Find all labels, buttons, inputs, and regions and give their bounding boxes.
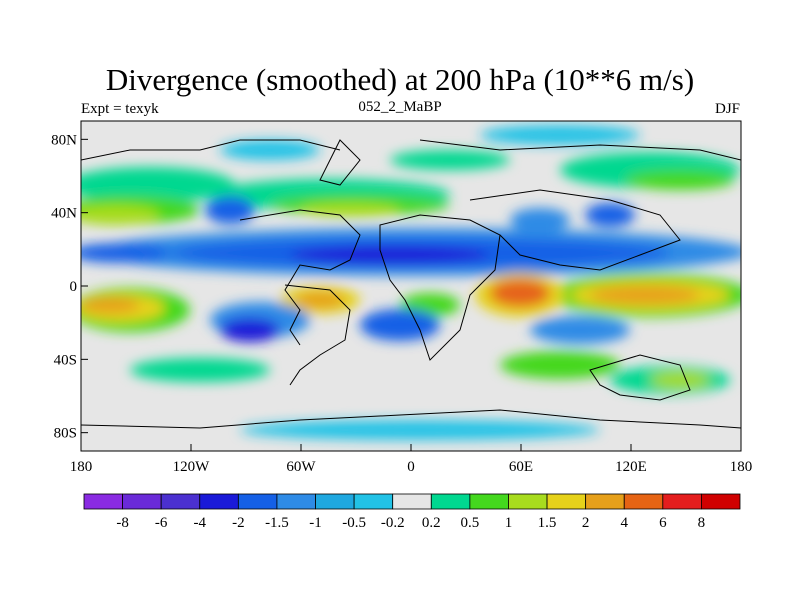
colorbar-label: -8 — [116, 515, 129, 531]
map-field — [81, 121, 741, 451]
y-tick-label: 80S — [54, 426, 77, 442]
colorbar-label: -0.5 — [342, 515, 366, 531]
colorbar-label: -6 — [155, 515, 168, 531]
colorbar-label: 1 — [505, 515, 513, 531]
colorbar-label: 8 — [698, 515, 706, 531]
y-tick-label: 0 — [70, 279, 78, 295]
colorbar-swatch — [276, 493, 316, 510]
colorbar-label: 0.5 — [461, 515, 480, 531]
x-tick-label: 60W — [286, 459, 316, 475]
colorbar-label: -4 — [194, 515, 207, 531]
colorbar-swatch — [662, 493, 702, 510]
colorbar-swatch — [508, 493, 548, 510]
colorbar-label: -2 — [232, 515, 245, 531]
x-tick-label: 120E — [615, 459, 647, 475]
colorbar-label: 2 — [582, 515, 590, 531]
x-tick-label: 60E — [509, 459, 533, 475]
colorbar-label: 6 — [659, 515, 667, 531]
x-axis: 180 120W 60W 0 60E 120E 180 — [70, 444, 753, 475]
colorbar-swatch — [83, 493, 123, 510]
colorbar-swatch — [160, 493, 201, 510]
y-tick-label: 40S — [54, 352, 77, 368]
x-tick-label: 120W — [173, 459, 211, 475]
experiment-label: Expt = texyk — [81, 101, 159, 117]
x-tick-label: 180 — [730, 459, 753, 475]
y-tick-label: 40N — [51, 206, 77, 222]
chart-title: Divergence (smoothed) at 200 hPa (10**6 … — [105, 62, 695, 97]
y-axis: 80N 40N 0 40S 80S — [51, 132, 88, 442]
colorbar-swatch — [585, 493, 625, 510]
colorbar-swatch — [623, 493, 664, 510]
colorbar-label: -0.2 — [381, 515, 405, 531]
colorbar: -8 -6 -4 -2 -1.5 -1 -0.5 -0.2 0.2 0.5 1 1.5 2 4 6 8 — [83, 493, 741, 531]
x-tick-label: 0 — [407, 459, 415, 475]
colorbar-swatch — [546, 493, 587, 510]
colorbar-swatch — [199, 493, 239, 510]
colorbar-swatch — [315, 493, 355, 510]
season-label: DJF — [714, 101, 740, 117]
run-label: 052_2_MaBP — [358, 99, 442, 115]
colorbar-label: -1.5 — [265, 515, 289, 531]
colorbar-swatch — [353, 493, 394, 510]
colorbar-swatch — [430, 493, 471, 510]
colorbar-label: -1 — [309, 515, 322, 531]
colorbar-label: 1.5 — [538, 515, 557, 531]
x-tick-label: 180 — [70, 459, 93, 475]
colorbar-label: 0.2 — [422, 515, 441, 531]
colorbar-label: 4 — [620, 515, 628, 531]
colorbar-swatch — [122, 493, 162, 510]
colorbar-swatch — [237, 493, 278, 510]
colorbar-swatch — [469, 493, 509, 510]
colorbar-swatch — [701, 493, 741, 510]
y-tick-label: 80N — [51, 132, 77, 148]
colorbar-swatch — [392, 493, 432, 510]
coastlines — [81, 139, 741, 429]
